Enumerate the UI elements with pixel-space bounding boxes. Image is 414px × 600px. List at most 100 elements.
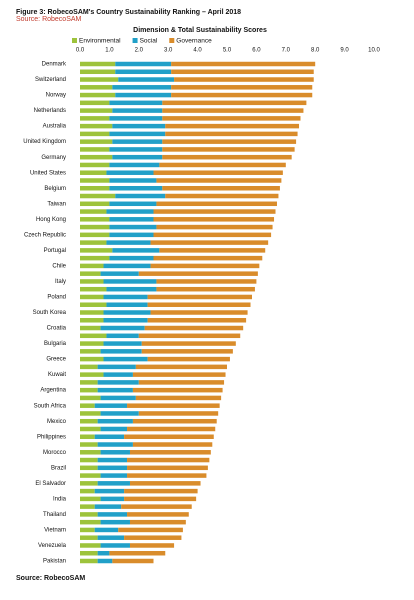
bar-segment	[129, 543, 175, 548]
bar-segment	[80, 535, 98, 540]
bar-segment	[162, 116, 301, 121]
bar-segment	[80, 209, 107, 214]
bar-segment	[97, 442, 133, 447]
bar-segment	[80, 387, 98, 393]
bar-segment	[80, 147, 110, 152]
bar-segment	[100, 411, 139, 416]
bar-segment	[80, 154, 113, 160]
bar-segment	[80, 302, 107, 307]
y-tick-label: Vietnam	[44, 528, 66, 534]
bar-segment	[129, 450, 211, 455]
chart-title: Dimension & Total Sustainability Scores	[133, 27, 267, 34]
bar-segment	[150, 240, 269, 245]
bar-segment	[124, 434, 214, 439]
bar-segment	[150, 263, 260, 269]
y-tick-label: Denmark	[42, 62, 67, 68]
bar-segment	[80, 512, 98, 517]
bar-segment	[80, 162, 110, 168]
bar-segment	[94, 504, 122, 509]
bar-segment	[80, 279, 104, 284]
bar-segment	[153, 232, 272, 238]
bar-segment	[144, 325, 244, 331]
bar-segment	[112, 154, 163, 160]
y-tick-label: Venezuela	[38, 543, 67, 549]
bar-segment	[127, 403, 220, 408]
bar-segment	[109, 116, 163, 121]
bar-segment	[127, 465, 208, 471]
y-tick-label: Chile	[52, 263, 66, 269]
bar-segment	[80, 403, 95, 408]
bar-segment	[159, 162, 286, 168]
bar-segment	[171, 69, 314, 75]
y-tick-label: Switzerland	[35, 77, 66, 83]
bar-segment	[147, 318, 247, 323]
y-tick-label: Portugal	[44, 248, 66, 254]
bar-segment	[121, 504, 192, 509]
bar-segment	[80, 543, 101, 548]
bar-segment	[100, 450, 130, 455]
bar-segment	[138, 333, 241, 339]
y-tick-label: Brazil	[51, 465, 66, 471]
bar-segment	[115, 61, 172, 67]
bar-segment	[80, 411, 101, 416]
bar-segment	[109, 186, 163, 191]
bar-segment	[80, 248, 113, 253]
y-tick-label: Greece	[46, 357, 66, 363]
y-tick-label: Germany	[41, 155, 66, 161]
bar-segment	[80, 224, 110, 230]
bar-segment	[162, 139, 297, 144]
bar-segment	[106, 286, 157, 292]
y-tick-label: India	[53, 496, 67, 502]
bar-segment	[80, 364, 98, 370]
bar-segment	[100, 543, 130, 548]
bar-segment	[80, 333, 107, 339]
bar-segment	[80, 434, 95, 439]
y-tick-label: Poland	[47, 295, 66, 301]
bar-segment	[132, 418, 217, 424]
x-tick-label: 9.0	[340, 48, 349, 54]
bar-segment	[97, 364, 136, 370]
bar-segment	[80, 108, 113, 113]
bar-segment	[97, 535, 125, 540]
bar-segment	[80, 519, 101, 525]
bar-segment	[80, 325, 101, 331]
y-tick-label: South Africa	[34, 403, 67, 409]
bar-segment	[97, 418, 133, 424]
bar-segment	[165, 131, 298, 137]
bar-segment	[100, 395, 136, 401]
bar-segment	[132, 442, 213, 447]
bar-segment	[97, 481, 130, 486]
y-tick-label: Kuwait	[48, 372, 66, 378]
bar-segment	[80, 77, 119, 82]
y-tick-label: Belgium	[44, 186, 66, 192]
y-tick-label: Argentina	[40, 388, 66, 394]
y-tick-label: Taiwan	[47, 201, 66, 207]
bar-segment	[80, 271, 101, 276]
bar-segment	[162, 108, 304, 113]
source: Source: RobecoSAM	[16, 575, 85, 582]
bar-segment	[100, 426, 128, 432]
bar-segment	[109, 147, 163, 152]
bar-segment	[106, 170, 154, 175]
bar-segment	[80, 69, 116, 75]
y-tick-label: United Kingdom	[23, 139, 66, 145]
bar-segment	[80, 263, 104, 269]
bar-segment	[109, 217, 154, 222]
legend-swatch	[132, 38, 138, 43]
bar-segment	[80, 504, 95, 509]
bar-segment	[80, 465, 98, 471]
bar-segment	[80, 349, 101, 354]
bar-segment	[80, 85, 113, 90]
bar-segment	[112, 85, 172, 90]
y-tick-label: Morocco	[43, 450, 67, 456]
bar-segment	[80, 310, 104, 315]
bar-segment	[80, 286, 107, 292]
bar-segment	[141, 349, 233, 354]
bar-segment	[80, 558, 98, 564]
bar-segment	[103, 341, 142, 346]
y-tick-label: Netherlands	[34, 108, 66, 114]
x-tick-label: 10.0	[368, 48, 380, 54]
bar-segment	[80, 232, 110, 238]
bar-segment	[138, 380, 225, 385]
bar-segment	[147, 294, 252, 300]
